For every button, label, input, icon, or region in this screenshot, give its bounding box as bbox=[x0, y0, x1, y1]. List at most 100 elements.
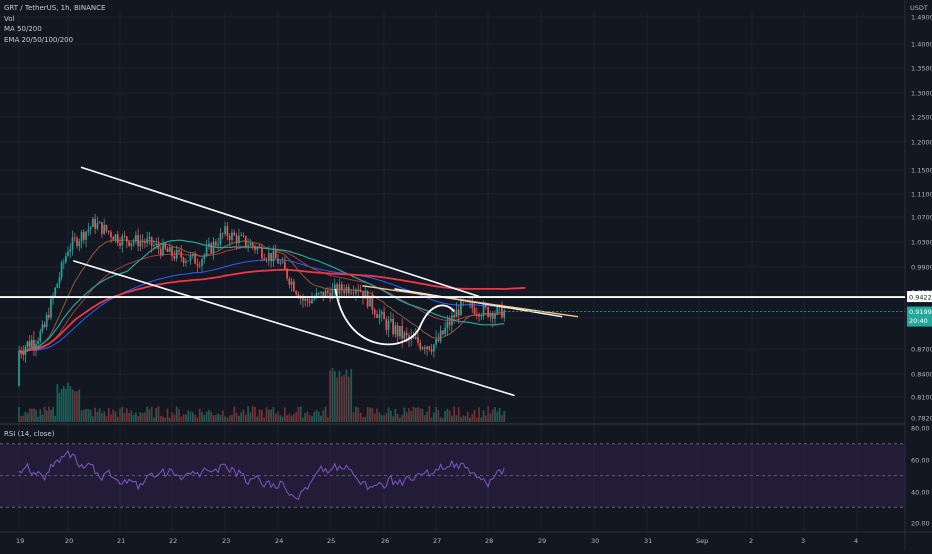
date-axis-tick-label: 27 bbox=[433, 537, 441, 545]
volume-bar bbox=[503, 410, 506, 422]
volume-bar bbox=[214, 415, 217, 422]
volume-bar bbox=[80, 410, 83, 422]
volume-bar bbox=[67, 382, 69, 422]
candle-body bbox=[217, 244, 219, 246]
volume-bar bbox=[258, 409, 261, 422]
volume-bar bbox=[182, 414, 185, 422]
volume-bar bbox=[18, 406, 20, 422]
candle-body bbox=[73, 237, 76, 239]
volume-bar bbox=[210, 411, 213, 422]
volume-bar bbox=[226, 417, 229, 422]
date-axis-tick-label: 25 bbox=[327, 537, 335, 545]
volume-bar bbox=[448, 410, 451, 422]
candle-body bbox=[56, 283, 59, 288]
candle-body bbox=[455, 309, 458, 318]
candle-body bbox=[150, 236, 153, 246]
date-axis-tick-label: 3 bbox=[801, 537, 805, 545]
volume-bar bbox=[198, 408, 201, 422]
cup-projection-curve bbox=[334, 288, 455, 346]
candle-body bbox=[45, 314, 48, 327]
volume-bar bbox=[47, 406, 50, 422]
volume-bar bbox=[297, 407, 300, 422]
legend-ma[interactable]: MA 50/200 bbox=[4, 25, 42, 33]
candle-body bbox=[403, 332, 406, 339]
volume-bar bbox=[357, 407, 360, 422]
volume-bar bbox=[501, 414, 503, 422]
volume-bar bbox=[302, 417, 304, 422]
candle-body bbox=[290, 281, 293, 285]
candle-body bbox=[473, 307, 476, 314]
volume-bar bbox=[451, 415, 453, 422]
candle-body bbox=[205, 246, 208, 255]
volume-bar bbox=[60, 388, 63, 422]
candle-body bbox=[187, 260, 190, 262]
candle-body bbox=[141, 241, 144, 243]
candle-body bbox=[155, 243, 158, 246]
volume-bar bbox=[166, 408, 169, 422]
volume-bar bbox=[329, 370, 331, 422]
candle-body bbox=[315, 293, 318, 298]
candle-body bbox=[221, 233, 224, 235]
volume-bar bbox=[421, 408, 424, 422]
volume-bar bbox=[352, 412, 355, 422]
candle-body bbox=[442, 330, 444, 335]
volume-bar bbox=[219, 414, 222, 422]
volume-bar bbox=[419, 408, 422, 422]
candle-body bbox=[58, 277, 61, 284]
resistance-price-tag bbox=[907, 291, 932, 303]
volume-bar bbox=[455, 415, 458, 422]
volume-bar bbox=[491, 409, 494, 422]
date-axis-tick-label: 22 bbox=[169, 537, 177, 545]
volume-bar bbox=[385, 412, 388, 422]
candle-body bbox=[446, 321, 449, 328]
volume-bar bbox=[326, 416, 329, 422]
volume-bar bbox=[43, 406, 46, 422]
volume-bar bbox=[322, 410, 325, 422]
volume-bar bbox=[473, 409, 476, 422]
price-axis-tick-label: 0.8400 bbox=[911, 371, 932, 379]
volume-bar bbox=[62, 386, 65, 422]
volume-bar bbox=[233, 406, 236, 422]
volume-bar bbox=[281, 416, 284, 422]
candle-body bbox=[157, 243, 160, 249]
candle-body bbox=[128, 241, 130, 246]
volume-bar bbox=[469, 417, 471, 422]
candle-body bbox=[435, 339, 437, 345]
volume-bar bbox=[435, 406, 437, 422]
candle-body bbox=[457, 309, 460, 316]
candle-body bbox=[37, 341, 40, 345]
candle-body bbox=[235, 235, 238, 244]
candle-body bbox=[380, 311, 383, 315]
candle-body bbox=[396, 325, 399, 337]
volume-bar bbox=[20, 415, 22, 422]
volume-bar bbox=[208, 409, 210, 422]
volume-bar bbox=[362, 417, 364, 422]
price-axis-tick-label: 1.4900 bbox=[911, 14, 932, 22]
candle-body bbox=[251, 243, 254, 247]
volume-bar bbox=[251, 406, 254, 422]
volume-bar bbox=[249, 412, 252, 422]
candle-body bbox=[201, 259, 203, 266]
volume-bar bbox=[242, 409, 245, 422]
volume-bar bbox=[125, 408, 128, 422]
volume-bar bbox=[272, 407, 275, 422]
candle-body bbox=[348, 286, 350, 294]
volume-bar bbox=[390, 410, 392, 422]
rsi-legend[interactable]: RSI (14, close) bbox=[4, 430, 55, 438]
legend-symbol[interactable]: GRT / TetherUS, 1h, BINANCE bbox=[4, 4, 106, 12]
candle-body bbox=[203, 254, 206, 260]
candle-body bbox=[22, 353, 25, 355]
candle-body bbox=[503, 310, 506, 318]
legend-vol[interactable]: Vol bbox=[4, 14, 15, 23]
volume-bar bbox=[159, 415, 162, 422]
candle-body bbox=[437, 339, 440, 342]
legend-ema[interactable]: EMA 20/50/100/200 bbox=[4, 35, 74, 44]
candle-body bbox=[484, 304, 487, 308]
volume-bar bbox=[484, 415, 487, 422]
volume-bar bbox=[336, 377, 338, 422]
candle-body bbox=[439, 330, 442, 342]
volume-bar bbox=[41, 414, 44, 422]
volume-bar bbox=[308, 415, 311, 422]
volume-bar bbox=[432, 412, 435, 422]
